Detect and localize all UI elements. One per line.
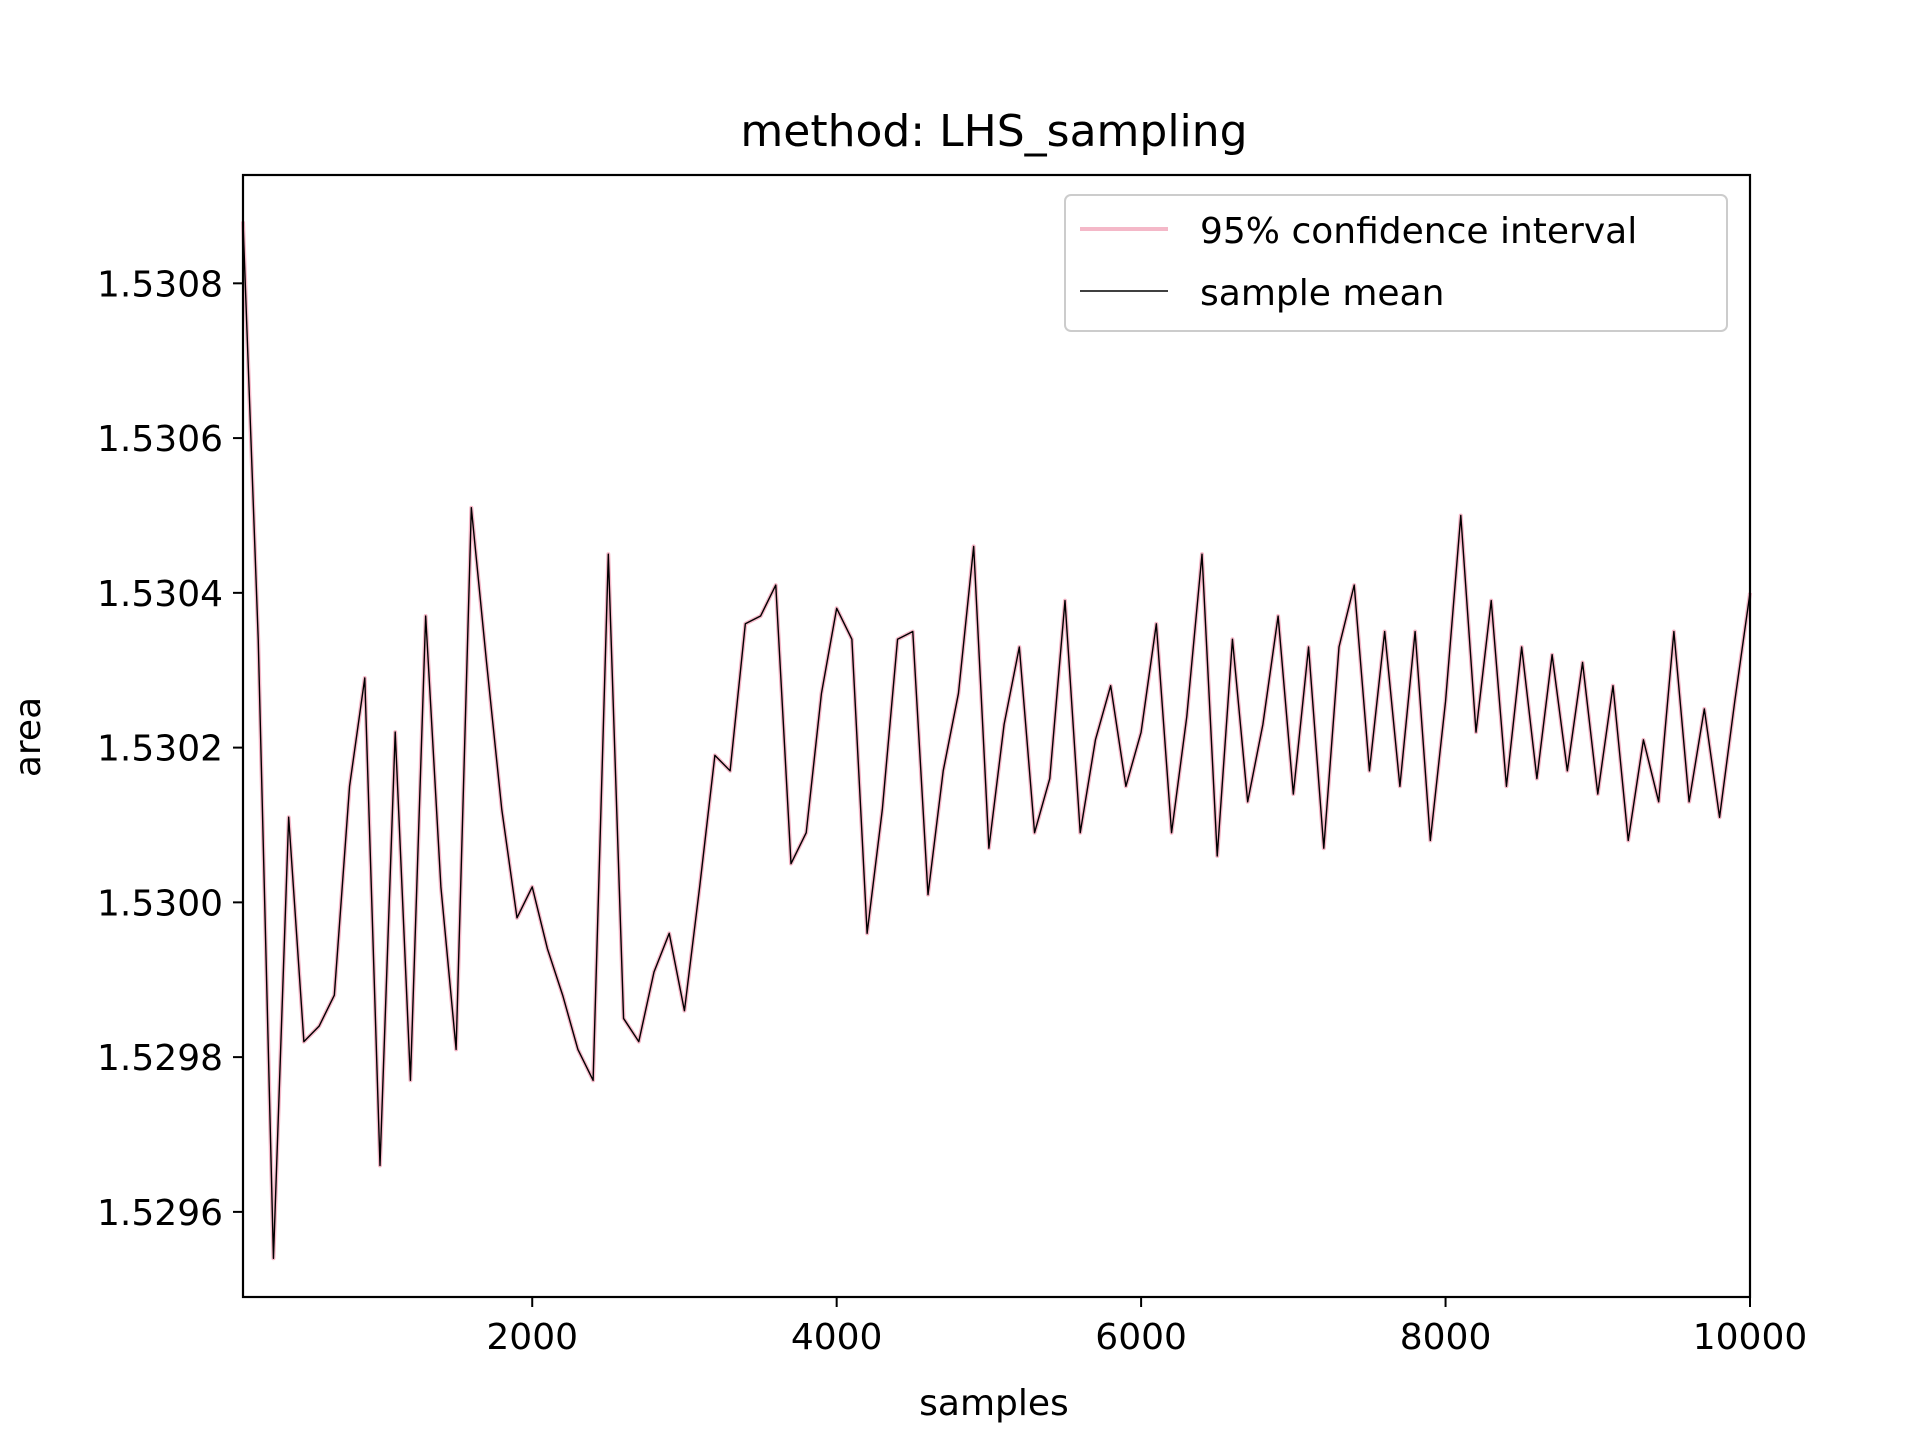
y-tick-label: 1.5304	[97, 574, 223, 615]
chart-title: method: LHS_sampling	[740, 106, 1247, 157]
legend: 95% confidence interval sample mean	[1064, 194, 1728, 332]
legend-box	[1064, 194, 1728, 332]
legend-label-sample-mean: sample mean	[1200, 273, 1444, 314]
y-tick-label: 1.5306	[97, 419, 223, 460]
plot-area-frame	[241, 173, 1752, 1299]
series-sample-mean-line	[242, 221, 1751, 1260]
y-axis-ticks: 1.5296 1.5298 1.5300 1.5302 1.5304 1.5306 1.53…	[97, 264, 243, 1234]
plot-series	[241, 221, 1752, 1261]
x-axis-label: samples	[919, 1383, 1069, 1424]
x-tick-label: 6000	[1095, 1317, 1187, 1358]
y-tick-label: 1.5296	[97, 1193, 223, 1234]
x-tick-label: 8000	[1400, 1317, 1492, 1358]
y-tick-label: 1.5308	[97, 264, 223, 305]
y-tick-label: 1.5298	[97, 1038, 223, 1079]
y-tick-label: 1.5300	[97, 883, 223, 924]
x-tick-label: 4000	[791, 1317, 883, 1358]
legend-label-confidence-interval: 95% confidence interval	[1200, 211, 1637, 252]
x-tick-label: 10000	[1693, 1317, 1808, 1358]
x-axis-ticks: 2000 4000 6000 8000 10000	[486, 1297, 1807, 1358]
y-tick-label: 1.5302	[97, 729, 223, 770]
x-tick-label: 2000	[486, 1317, 578, 1358]
y-axis-label: area	[8, 697, 49, 777]
